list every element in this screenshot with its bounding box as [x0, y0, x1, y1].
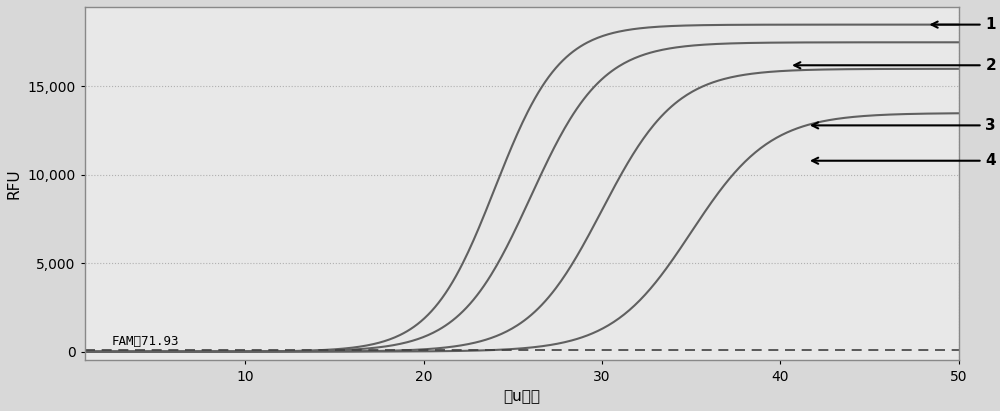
Text: FAM：71.93: FAM：71.93: [112, 335, 179, 348]
Text: 2: 2: [794, 58, 996, 73]
X-axis label: 循u环数: 循u环数: [503, 389, 540, 404]
Y-axis label: RFU: RFU: [7, 169, 22, 199]
Text: 3: 3: [812, 118, 996, 133]
Text: 4: 4: [812, 153, 996, 168]
Text: 1: 1: [932, 17, 996, 32]
